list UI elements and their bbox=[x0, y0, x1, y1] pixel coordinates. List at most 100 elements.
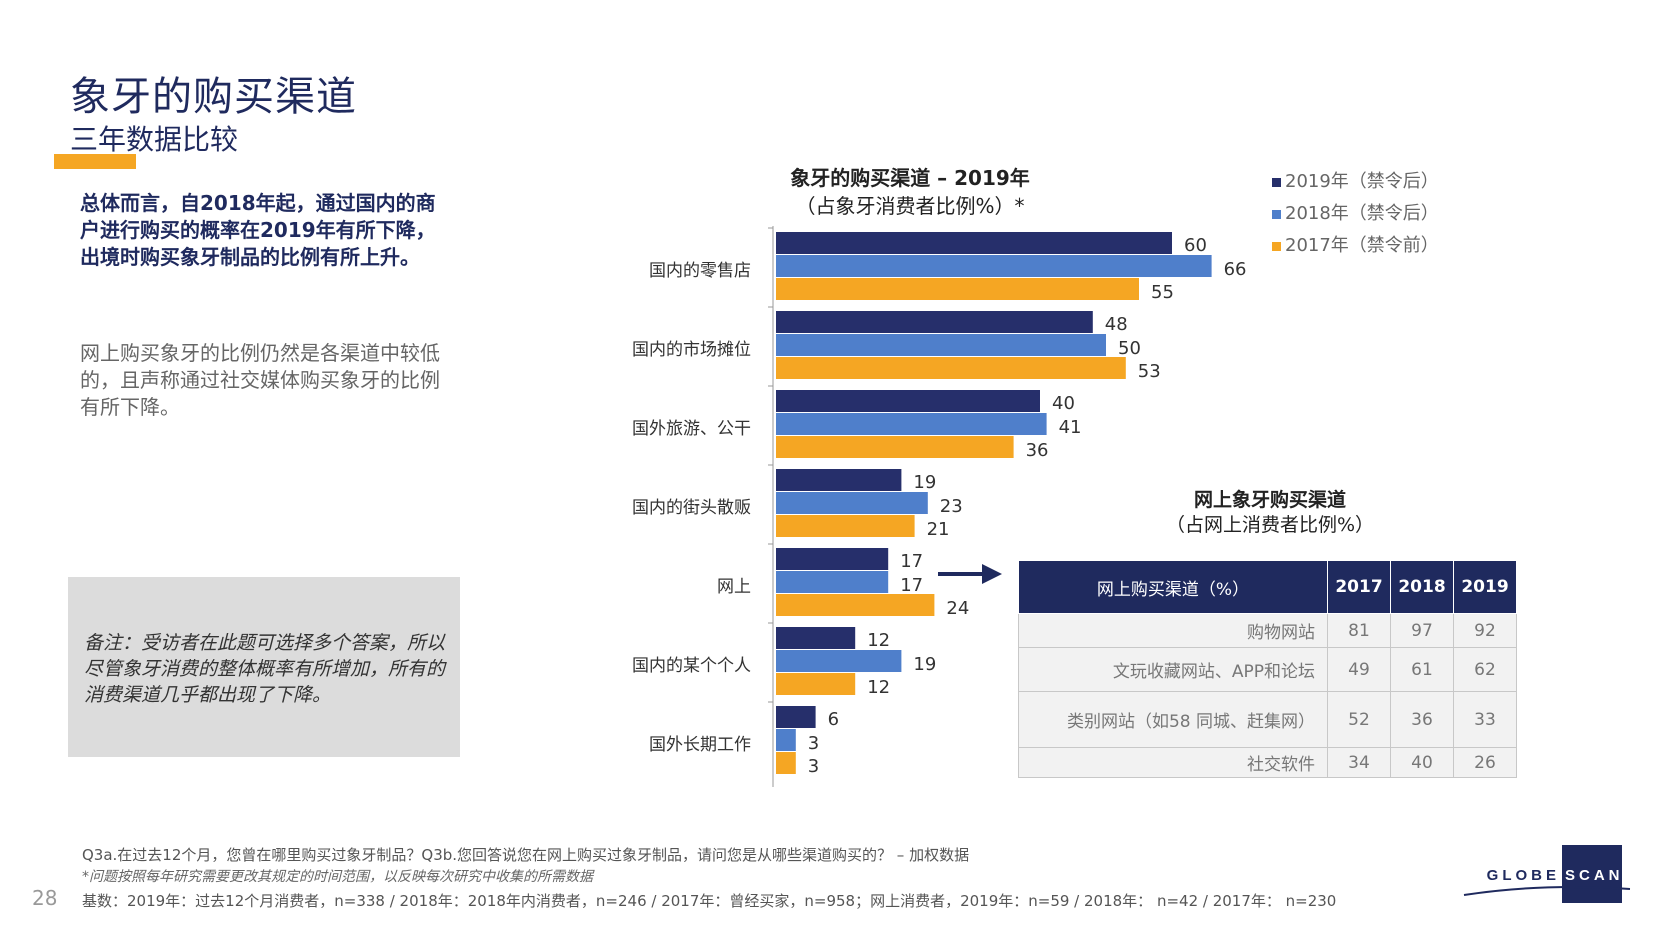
bar bbox=[776, 278, 1139, 300]
table-cell-2017: 34 bbox=[1327, 747, 1391, 778]
page-number: 28 bbox=[32, 886, 58, 910]
logo-text-left: GLOBE bbox=[1487, 867, 1560, 884]
online-table-title: 网上象牙购买渠道 bbox=[1193, 489, 1346, 511]
table-cell-2019: 62 bbox=[1453, 647, 1517, 692]
bar-value-label: 12 bbox=[867, 677, 890, 698]
bar-value-label: 19 bbox=[913, 472, 936, 493]
table-row: 类别网站（如58 同城、赶集网） 52 36 33 bbox=[1018, 691, 1517, 748]
bar bbox=[776, 729, 796, 751]
logo-text-right: SCAN bbox=[1565, 867, 1624, 884]
table-row: 文玩收藏网站、APP和论坛 49 61 62 bbox=[1018, 647, 1517, 692]
table-row: 社交软件 34 40 26 bbox=[1018, 747, 1517, 778]
chart-legend: 2019年（禁令后） 2018年（禁令后） 2017年（禁令前） bbox=[1272, 166, 1439, 262]
bar bbox=[776, 469, 902, 491]
category-label: 网上 bbox=[717, 577, 751, 597]
table-header-2018: 2018 bbox=[1390, 560, 1454, 614]
category-label: 国外长期工作 bbox=[649, 735, 751, 755]
table-header-2019: 2019 bbox=[1453, 560, 1517, 614]
legend-label-2017: 2017年（禁令前） bbox=[1285, 235, 1439, 256]
bar-value-label: 48 bbox=[1105, 314, 1128, 335]
table-cell-2018: 61 bbox=[1390, 647, 1454, 692]
table-cell-2019: 26 bbox=[1453, 747, 1517, 778]
page-title: 象牙的购买渠道 bbox=[70, 74, 357, 120]
legend-item-2017: 2017年（禁令前） bbox=[1272, 230, 1439, 262]
bar bbox=[776, 413, 1047, 435]
table-cell-channel: 类别网站（如58 同城、赶集网） bbox=[1018, 691, 1328, 748]
table-cell-channel: 文玩收藏网站、APP和论坛 bbox=[1018, 647, 1328, 692]
table-header-channel: 网上购买渠道（%） bbox=[1018, 560, 1328, 614]
globescan-logo: GLOBE SCAN bbox=[1463, 845, 1631, 903]
chart-title: 象牙的购买渠道 – 2019年 bbox=[790, 166, 1030, 190]
bar-value-label: 50 bbox=[1118, 338, 1141, 359]
bar-value-label: 53 bbox=[1138, 361, 1161, 382]
bar-value-label: 19 bbox=[913, 654, 936, 675]
arrow-head-icon bbox=[982, 564, 1002, 584]
table-cell-2018: 40 bbox=[1390, 747, 1454, 778]
bar bbox=[776, 311, 1093, 333]
bar-value-label: 17 bbox=[900, 551, 923, 572]
page-subtitle: 三年数据比较 bbox=[70, 123, 239, 156]
bar-value-label: 40 bbox=[1052, 393, 1075, 414]
summary-bold: 总体而言，自2018年起，通过国内的商户进行购买的概率在2019年有所下降，出境… bbox=[80, 191, 436, 269]
bar-value-label: 3 bbox=[808, 756, 819, 777]
table-header-2017: 2017 bbox=[1327, 560, 1391, 614]
table-cell-2018: 36 bbox=[1390, 691, 1454, 748]
table-header-row: 网上购买渠道（%） 2017 2018 2019 bbox=[1018, 560, 1517, 614]
legend-swatch-2019 bbox=[1272, 177, 1281, 187]
bar bbox=[776, 436, 1014, 458]
bar-value-label: 66 bbox=[1224, 259, 1247, 280]
footer-base: 基数：2019年：过去12个月消费者，n=338 / 2018年：2018年内消… bbox=[82, 892, 1337, 910]
note-text: 备注：受访者在此题可选择多个答案，所以尽管象牙消费的整体概率有所增加，所有的消费… bbox=[84, 632, 446, 706]
bar-value-label: 17 bbox=[900, 575, 923, 596]
category-label: 国内的市场摊位 bbox=[632, 340, 751, 360]
bar bbox=[776, 706, 816, 728]
table-cell-2018: 97 bbox=[1390, 613, 1454, 648]
table-cell-2019: 33 bbox=[1453, 691, 1517, 748]
table-cell-channel: 社交软件 bbox=[1018, 747, 1328, 778]
bar bbox=[776, 255, 1212, 277]
bar bbox=[776, 492, 928, 514]
note-box bbox=[68, 577, 460, 757]
bar bbox=[776, 594, 935, 616]
bar bbox=[776, 548, 889, 570]
legend-item-2018: 2018年（禁令后） bbox=[1272, 198, 1439, 230]
legend-label-2018: 2018年（禁令后） bbox=[1285, 203, 1439, 224]
legend-label-2019: 2019年（禁令后） bbox=[1285, 171, 1439, 192]
footer-note: *问题按照每年研究需要更改其规定的时间范围，以反映每次研究中收集的所需数据 bbox=[82, 869, 593, 885]
bar bbox=[776, 357, 1126, 379]
bar bbox=[776, 673, 856, 695]
bar-value-label: 21 bbox=[927, 519, 950, 540]
category-label: 国内的零售店 bbox=[649, 261, 751, 281]
legend-item-2019: 2019年（禁令后） bbox=[1272, 166, 1439, 198]
online-channel-table: 网上购买渠道（%） 2017 2018 2019 购物网站 81 97 92 文… bbox=[1018, 560, 1517, 778]
bar bbox=[776, 752, 796, 774]
online-table-subtitle: （占网上消费者比例%） bbox=[1165, 514, 1375, 536]
table-cell-2017: 52 bbox=[1327, 691, 1391, 748]
bar bbox=[776, 232, 1172, 254]
category-label: 国内的街头散贩 bbox=[632, 498, 751, 518]
bar bbox=[776, 627, 856, 649]
summary-normal: 网上购买象牙的比例仍然是各渠道中较低的，且声称通过社交媒体购买象牙的比例有所下降… bbox=[80, 341, 440, 419]
chart-subtitle: （占象牙消费者比例%）* bbox=[795, 194, 1025, 218]
bar-value-label: 12 bbox=[867, 630, 890, 651]
category-label: 国外旅游、公干 bbox=[632, 419, 751, 439]
table-cell-2019: 92 bbox=[1453, 613, 1517, 648]
table-row: 购物网站 81 97 92 bbox=[1018, 613, 1517, 648]
bar-value-label: 60 bbox=[1184, 235, 1207, 256]
category-label: 国内的某个个人 bbox=[632, 656, 751, 676]
bar bbox=[776, 515, 915, 537]
bar bbox=[776, 650, 902, 672]
bar-value-label: 23 bbox=[940, 496, 963, 517]
footer-question: Q3a.在过去12个月，您曾在哪里购买过象牙制品？Q3b.您回答说您在网上购买过… bbox=[82, 846, 970, 864]
legend-swatch-2018 bbox=[1272, 209, 1281, 219]
table-cell-channel: 购物网站 bbox=[1018, 613, 1328, 648]
accent-bar bbox=[54, 154, 136, 169]
bar bbox=[776, 390, 1040, 412]
bar-value-label: 24 bbox=[946, 598, 969, 619]
bar-value-label: 3 bbox=[808, 733, 819, 754]
bar-value-label: 55 bbox=[1151, 282, 1174, 303]
bar bbox=[776, 334, 1106, 356]
bar-value-label: 6 bbox=[828, 709, 839, 730]
bar bbox=[776, 571, 889, 593]
